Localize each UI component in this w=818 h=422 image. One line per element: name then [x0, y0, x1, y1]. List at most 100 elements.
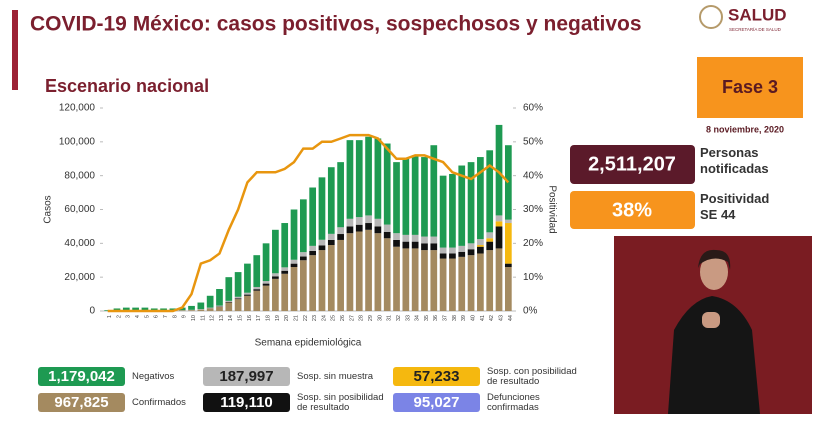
x-tick-label: 14	[228, 315, 234, 321]
bar-segment	[188, 310, 195, 311]
bar-segment	[495, 226, 503, 249]
bar-segment	[197, 302, 205, 310]
bar-segment	[477, 246, 484, 254]
bar-segment	[365, 229, 372, 311]
x-tick-label: 34	[415, 315, 421, 321]
x-tick-label: 38	[452, 315, 458, 321]
x-tick-label: 39	[461, 315, 467, 321]
legend-total: 119,110	[203, 393, 290, 412]
bar-segment	[477, 239, 484, 246]
bar-segment	[281, 267, 289, 271]
bar-segment	[299, 199, 307, 253]
bar-segment	[458, 251, 466, 257]
bar-segment	[411, 234, 419, 242]
slide-subtitle: Escenario nacional	[45, 76, 209, 96]
bar-segment	[355, 224, 363, 232]
bar-segment	[504, 267, 512, 311]
bar-segment	[197, 309, 205, 310]
bar-segment	[337, 162, 344, 228]
bar-segment	[393, 162, 400, 234]
bar-segment	[402, 234, 410, 242]
bar-segment	[411, 155, 419, 235]
legend-item: 95,027 Defunciones confirmadas	[393, 392, 582, 412]
bar-segment	[290, 259, 298, 264]
bar-segment	[383, 143, 391, 225]
bar-segment	[281, 270, 289, 274]
x-tick-label: 21	[293, 315, 299, 321]
interpreter-hands	[702, 312, 720, 328]
notified-box	[570, 145, 695, 184]
legend-total: 57,233	[393, 367, 480, 386]
x-tick-label: 16	[247, 315, 253, 321]
bar-segment	[486, 232, 494, 239]
legend-item: 1,179,042 Negativos	[38, 367, 227, 386]
bar-segment	[160, 308, 167, 311]
bar-segment	[486, 238, 494, 242]
bar-segment	[206, 308, 214, 311]
bar-segment	[290, 209, 298, 260]
y2-tick-label: 20%	[523, 238, 543, 249]
legend-item: 119,110 Sosp. sin posibilidad de resultad…	[203, 392, 392, 412]
bar-segment	[477, 253, 484, 311]
bar-segment	[449, 258, 456, 311]
positivity-label-wrap: Positividad SE 44	[700, 191, 769, 222]
x-tick-label: 22	[303, 315, 309, 321]
bar-segment	[374, 233, 382, 311]
bar-segment	[393, 246, 400, 311]
bar-segment	[495, 124, 503, 216]
bar-segment	[225, 277, 233, 301]
bar-segment	[299, 252, 307, 257]
bar-segment	[337, 227, 344, 235]
logo-text: SALUD	[728, 5, 787, 24]
bar-segment	[449, 173, 456, 248]
legend-item: 187,997 Sosp. sin muestra	[203, 367, 392, 386]
notified-number: 2,511,207	[588, 153, 676, 175]
x-tick-label: 29	[368, 315, 374, 321]
bar-segment	[234, 296, 242, 299]
bar-segment	[225, 302, 233, 303]
x-tick-label: 17	[256, 315, 262, 321]
x-tick-label: 13	[219, 315, 225, 321]
legend-label: Sosp. con posibilidad de resultado	[487, 365, 577, 387]
bar-segment	[411, 241, 419, 249]
y2-tick-label: 30%	[523, 204, 543, 215]
bar-segment	[430, 236, 438, 244]
y-tick-label: 20,000	[64, 272, 95, 283]
x-tick-label: 31	[387, 315, 393, 321]
x-tick-label: 43	[498, 315, 504, 321]
bar-segment	[355, 140, 363, 218]
bar-segment	[290, 263, 298, 268]
bar-segment	[188, 305, 195, 310]
bar-segment	[290, 267, 298, 311]
bar-segment	[113, 308, 121, 311]
bar-segment	[439, 175, 447, 248]
y2-tick-label: 60%	[523, 103, 543, 114]
bar-segment	[393, 233, 400, 240]
bar-segment	[262, 283, 270, 286]
line-series	[107, 133, 510, 313]
bar-segment	[132, 307, 139, 311]
bar-segment	[309, 187, 317, 246]
bar-segment	[355, 231, 363, 311]
notified-label-wrap: Personas notificadas	[700, 145, 769, 176]
bar-segment	[244, 292, 251, 295]
x-tick-label: 24	[321, 315, 327, 321]
bar-segment	[504, 219, 512, 224]
logo-subtitle: SECRETARÍA DE SALUD	[729, 26, 782, 32]
positivity-box	[570, 191, 695, 229]
y-tick-label: 100,000	[59, 136, 96, 147]
bar-segment	[234, 298, 242, 300]
bar-segment	[262, 281, 270, 284]
bar-segment	[504, 263, 512, 268]
phase-text: Fase 3	[722, 77, 778, 97]
bar-segment	[272, 229, 279, 274]
bar-segment	[458, 245, 466, 252]
bar-segment	[253, 289, 261, 291]
slide-title: COVID-19 México: casos positivos, sospec…	[30, 13, 642, 36]
x-tick-label: 15	[238, 315, 244, 321]
bar-segment	[393, 239, 400, 247]
x-tick-label: 11	[200, 315, 206, 321]
interpreter-head	[700, 254, 728, 290]
x-tick-label: 36	[433, 315, 439, 321]
legend-total: 967,825	[38, 393, 125, 412]
